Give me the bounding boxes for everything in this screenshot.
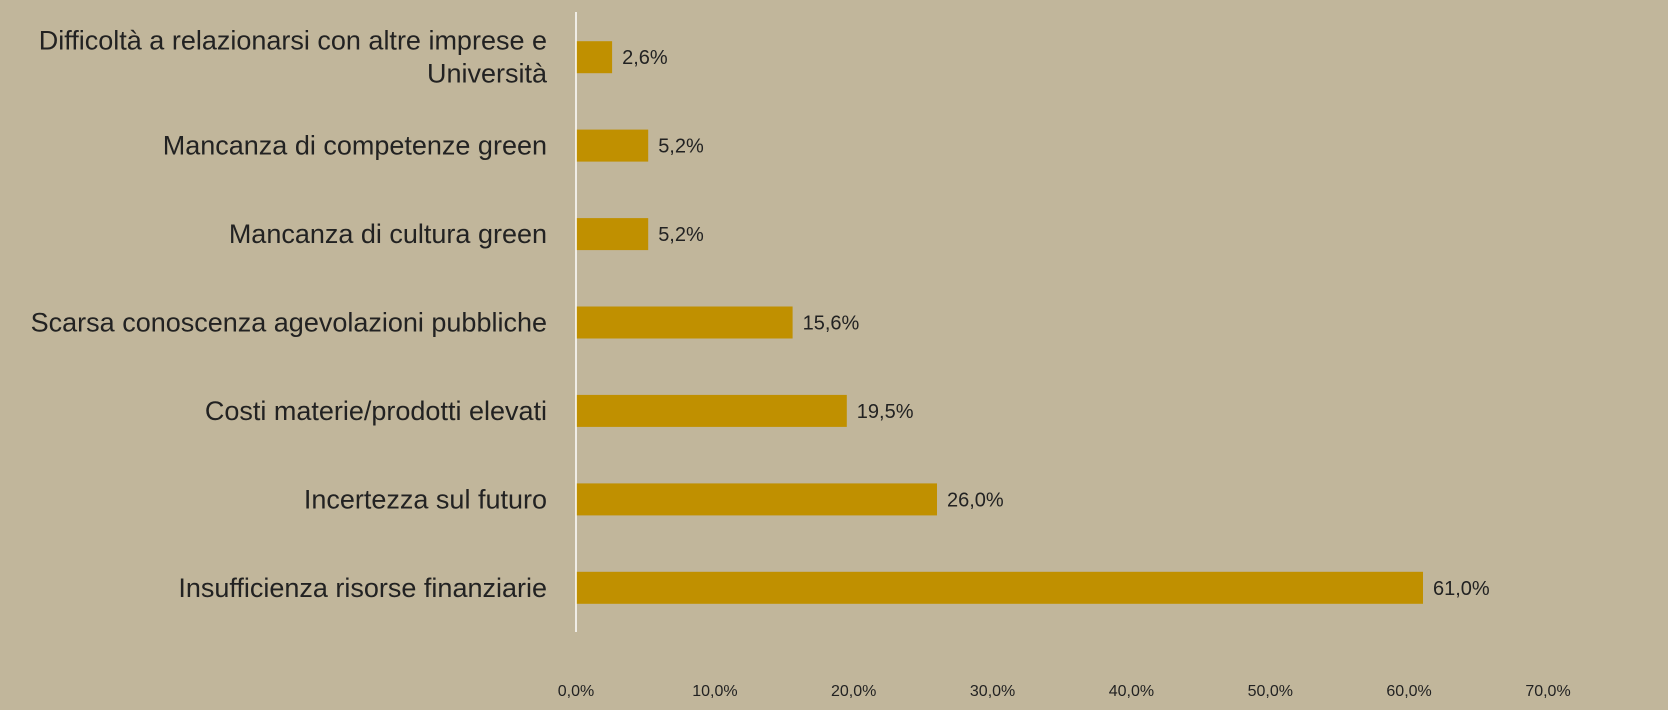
x-tick-label: 10,0%: [692, 683, 737, 700]
data-labels-group: 2,6% 5,2% 5,2% 15,6% 19,5% 26,0% 61,0%: [622, 47, 1490, 600]
x-tick-labels-group: 0,0% 10,0% 20,0% 30,0% 40,0% 50,0% 60,0% 70,0%: [558, 683, 1571, 700]
data-label: 5,2%: [658, 136, 704, 158]
data-label: 15,6%: [803, 313, 860, 335]
x-tick-label: 40,0%: [1109, 683, 1154, 700]
category-label-line: Insufficienza risorse finanziarie: [178, 573, 547, 603]
data-label: 5,2%: [658, 224, 704, 246]
category-label: Costi materie/prodotti elevati: [205, 396, 547, 426]
x-tick-label: 50,0%: [1248, 683, 1293, 700]
bar: [576, 129, 649, 162]
category-label-line: Costi materie/prodotti elevati: [205, 396, 547, 426]
bar: [576, 218, 649, 251]
category-label: Mancanza di competenze green: [163, 131, 547, 161]
data-label: 26,0%: [947, 489, 1004, 511]
x-tick-label: 70,0%: [1525, 683, 1570, 700]
category-label-line: Università: [427, 59, 548, 89]
bar: [576, 41, 613, 74]
category-label: Incertezza sul futuro: [304, 484, 547, 514]
category-label-line: Scarsa conoscenza agevolazioni pubbliche: [31, 308, 547, 338]
data-label: 61,0%: [1433, 578, 1490, 600]
x-tick-label: 20,0%: [831, 683, 876, 700]
category-label-line: Mancanza di cultura green: [229, 219, 547, 249]
category-label-line: Difficoltà a relazionarsi con altre impr…: [39, 26, 547, 56]
category-label: Scarsa conoscenza agevolazioni pubbliche: [31, 308, 547, 338]
data-label: 19,5%: [857, 401, 914, 423]
category-label: Mancanza di cultura green: [229, 219, 547, 249]
bars-group: [576, 41, 1423, 604]
category-label: Insufficienza risorse finanziarie: [178, 573, 547, 603]
data-label: 2,6%: [622, 47, 668, 69]
bar: [576, 571, 1423, 604]
bar: [576, 483, 937, 516]
x-tick-label: 0,0%: [558, 683, 594, 700]
category-labels-group: Difficoltà a relazionarsi con altre impr…: [31, 26, 548, 603]
category-label-line: Mancanza di competenze green: [163, 131, 547, 161]
category-label: Difficoltà a relazionarsi con altre impr…: [39, 26, 548, 89]
x-tick-label: 60,0%: [1386, 683, 1431, 700]
x-tick-label: 30,0%: [970, 683, 1015, 700]
bar: [576, 394, 847, 427]
bar: [576, 306, 793, 339]
category-label-line: Incertezza sul futuro: [304, 484, 547, 514]
